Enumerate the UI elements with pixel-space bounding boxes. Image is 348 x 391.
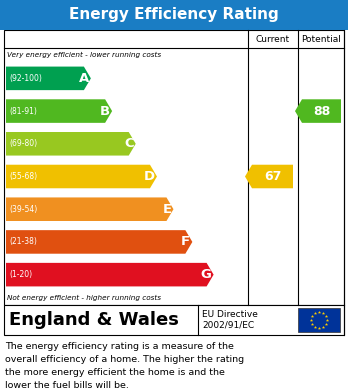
- Bar: [298, 308, 340, 332]
- Polygon shape: [295, 99, 341, 123]
- Text: Very energy efficient - lower running costs: Very energy efficient - lower running co…: [7, 52, 161, 58]
- Text: (39-54): (39-54): [9, 205, 37, 214]
- Text: Current: Current: [256, 34, 290, 43]
- Text: 88: 88: [313, 104, 330, 118]
- Text: (92-100): (92-100): [9, 74, 42, 83]
- Text: 67: 67: [264, 170, 281, 183]
- Text: England & Wales: England & Wales: [9, 311, 179, 329]
- Polygon shape: [6, 263, 214, 287]
- Polygon shape: [6, 66, 91, 90]
- Polygon shape: [6, 165, 157, 188]
- Text: Potential: Potential: [301, 34, 341, 43]
- Polygon shape: [6, 132, 136, 156]
- Text: D: D: [144, 170, 155, 183]
- Text: (21-38): (21-38): [9, 237, 37, 246]
- Text: (81-91): (81-91): [9, 107, 37, 116]
- Text: E: E: [163, 203, 172, 216]
- Text: C: C: [124, 137, 134, 150]
- Text: G: G: [201, 268, 212, 281]
- Text: A: A: [79, 72, 89, 85]
- Polygon shape: [6, 99, 112, 123]
- Text: (1-20): (1-20): [9, 270, 32, 279]
- Polygon shape: [245, 165, 293, 188]
- Bar: [0, 0, 348, 30]
- Text: Not energy efficient - higher running costs: Not energy efficient - higher running co…: [7, 295, 161, 301]
- Text: (69-80): (69-80): [9, 139, 37, 148]
- Text: (55-68): (55-68): [9, 172, 37, 181]
- Text: F: F: [181, 235, 190, 248]
- Text: The energy efficiency rating is a measure of the
overall efficiency of a home. T: The energy efficiency rating is a measur…: [5, 342, 244, 389]
- Text: Energy Efficiency Rating: Energy Efficiency Rating: [69, 7, 279, 23]
- Text: EU Directive
2002/91/EC: EU Directive 2002/91/EC: [202, 310, 258, 330]
- Bar: [4, 305, 344, 335]
- Text: B: B: [100, 104, 110, 118]
- Polygon shape: [6, 197, 174, 221]
- Bar: [4, 30, 344, 305]
- Polygon shape: [6, 230, 192, 254]
